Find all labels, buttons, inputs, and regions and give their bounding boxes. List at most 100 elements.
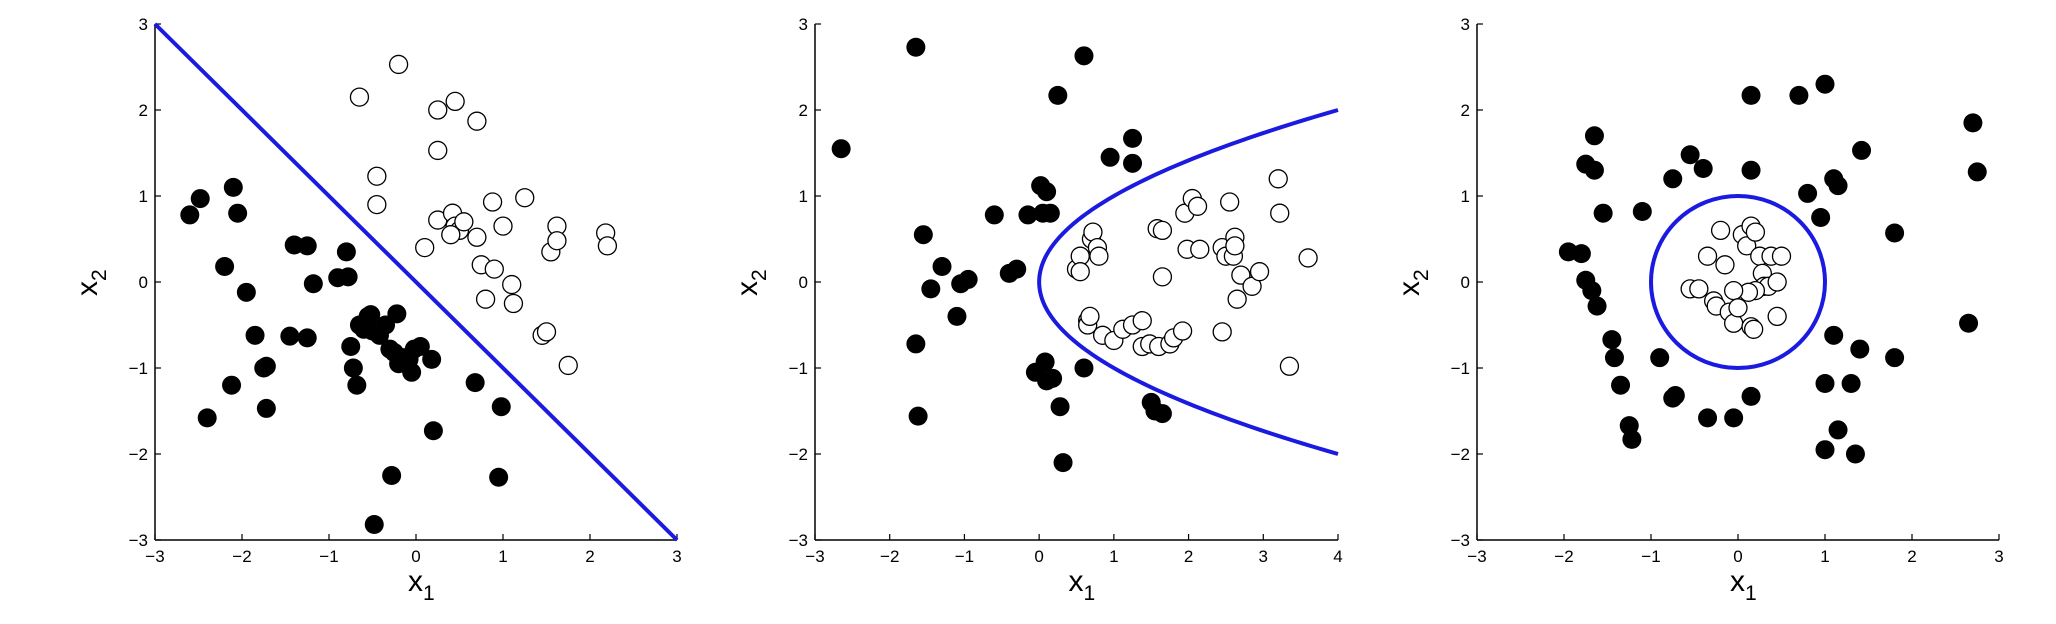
filled-point	[256, 356, 276, 376]
open-point	[1697, 246, 1718, 266]
filled-point	[1582, 281, 1602, 301]
open-point	[1089, 246, 1109, 266]
y-tick-label: −3	[1451, 531, 1470, 550]
x-tick-label: 0	[1733, 547, 1742, 566]
filled-point	[1074, 358, 1094, 378]
y-tick-label: 3	[799, 15, 808, 34]
x-tick-label: 2	[1184, 547, 1193, 566]
open-point	[1767, 272, 1787, 292]
filled-point	[1100, 147, 1120, 167]
filled-point	[361, 305, 381, 325]
open-point	[388, 54, 409, 75]
open-point	[1745, 222, 1766, 242]
series-open-points	[1066, 169, 1318, 376]
filled-point	[1035, 352, 1055, 372]
filled-point	[1584, 126, 1604, 146]
filled-point	[1622, 429, 1642, 449]
filled-point	[932, 257, 952, 277]
filled-point	[1741, 386, 1761, 406]
filled-point	[1632, 201, 1652, 221]
filled-point	[387, 304, 407, 324]
filled-point	[222, 375, 242, 395]
open-point	[536, 322, 557, 342]
series-open-points	[1680, 216, 1792, 339]
filled-point	[1604, 348, 1624, 368]
filled-point	[402, 362, 422, 382]
y-tick-label: −2	[789, 445, 808, 464]
open-point	[441, 225, 461, 245]
open-point	[428, 100, 448, 120]
x-tick-label: −3	[1467, 547, 1486, 566]
filled-point	[1845, 444, 1865, 464]
filled-point	[1967, 162, 1987, 182]
x-tick-label: 0	[411, 547, 420, 566]
filled-point	[1050, 397, 1070, 417]
open-point	[1249, 262, 1270, 282]
series-open-points	[349, 54, 618, 376]
open-point	[1152, 267, 1173, 287]
filled-point	[422, 349, 442, 369]
filled-point	[489, 467, 509, 487]
x-tick-label: 4	[1333, 547, 1342, 566]
open-point	[597, 236, 618, 256]
filled-point	[180, 205, 200, 225]
filled-point	[297, 236, 317, 256]
open-point	[1728, 298, 1748, 318]
y-axis-label: x2	[1393, 269, 1433, 296]
filled-point	[1824, 325, 1844, 345]
x-tick-label: 3	[672, 547, 681, 566]
open-point	[1744, 319, 1764, 339]
open-point	[482, 192, 503, 212]
filled-point	[347, 375, 367, 395]
open-point	[515, 188, 535, 208]
filled-point	[1663, 169, 1683, 189]
filled-point	[1724, 408, 1744, 428]
filled-point	[236, 282, 256, 302]
filled-point	[1037, 182, 1057, 202]
open-point	[1689, 279, 1709, 299]
open-point	[367, 194, 387, 215]
filled-point	[1693, 158, 1713, 178]
y-axis-label: x2	[731, 269, 771, 296]
open-point	[467, 111, 487, 131]
open-point	[1227, 289, 1247, 309]
open-point	[1212, 322, 1232, 342]
x-tick-label: 1	[498, 547, 507, 566]
filled-point	[341, 337, 361, 356]
x-tick-label: 2	[585, 547, 594, 566]
filled-point	[1815, 440, 1835, 460]
filled-point	[297, 328, 317, 348]
filled-point	[215, 257, 235, 277]
y-tick-label: −2	[1451, 445, 1470, 464]
series-filled-points	[1558, 74, 1987, 464]
open-point	[1724, 280, 1744, 301]
filled-point	[984, 205, 1004, 225]
open-point	[484, 259, 504, 279]
y-tick-label: 0	[1461, 273, 1470, 292]
open-point	[1152, 220, 1173, 241]
filled-point	[1602, 330, 1622, 350]
x-tick-label: 1	[1109, 547, 1118, 566]
open-point	[349, 87, 370, 107]
filled-point	[1841, 373, 1861, 393]
y-tick-label: 3	[1461, 15, 1470, 34]
filled-point	[908, 406, 928, 426]
open-point	[467, 227, 487, 247]
x-axis-label-subscript: 1	[423, 582, 435, 605]
filled-point	[831, 139, 851, 159]
y-tick-label: 0	[139, 273, 148, 292]
y-tick-label: 3	[139, 15, 148, 34]
open-point	[428, 140, 448, 161]
filled-point	[1885, 223, 1905, 243]
open-point	[1715, 255, 1735, 275]
open-point	[1080, 306, 1100, 327]
y-tick-label: 2	[799, 101, 808, 120]
x-tick-label: −2	[232, 547, 251, 566]
x-tick-label: −3	[805, 547, 824, 566]
filled-point	[1593, 203, 1613, 223]
open-point	[503, 293, 524, 314]
y-tick-label: −1	[129, 359, 148, 378]
